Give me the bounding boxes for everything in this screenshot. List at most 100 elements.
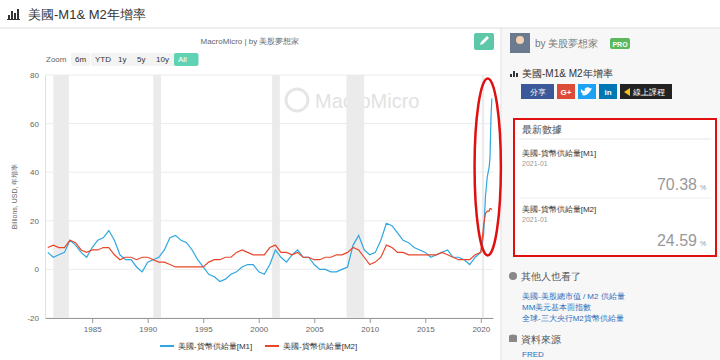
edit-button-bg[interactable]: [474, 33, 494, 50]
series-line: [48, 98, 492, 281]
share-button-bg[interactable]: [557, 84, 575, 99]
y-tick-label: 20: [30, 217, 39, 226]
zoom-button-bg[interactable]: [152, 53, 177, 66]
sidebar-chart-title: 美國-M1& M2年增率: [522, 68, 613, 79]
x-tick-mark: [259, 318, 260, 323]
latest-name: 美國-貨幣供給量[M2]: [522, 205, 596, 214]
series-line: [48, 209, 492, 267]
legend-swatch[interactable]: [265, 345, 279, 347]
x-tick-label: 2000: [250, 325, 268, 334]
zoom-button-bg[interactable]: [71, 53, 90, 66]
latest-name: 美國-貨幣供給量[M1]: [522, 149, 596, 158]
plot-area: [48, 75, 492, 318]
y-tick: 60: [30, 120, 45, 129]
header-border: [0, 28, 720, 29]
zoom-button[interactable]: 5y: [133, 53, 152, 66]
related-link[interactable]: 美國-美股總市值 / M2 供給量: [522, 292, 625, 301]
related-link[interactable]: MM美元基本面指數: [522, 303, 591, 312]
share-label[interactable]: 分享: [530, 88, 546, 97]
zoom-button[interactable]: 10y: [152, 53, 177, 66]
badge-bg: [610, 38, 630, 49]
zoom-button-label[interactable]: 5y: [137, 55, 145, 64]
share-button[interactable]: in: [599, 84, 617, 99]
share-button[interactable]: 線上課程: [620, 84, 672, 99]
sidebar: by 美股夢想家PRO美國-M1& M2年增率分享G+in線上課程最新數據美國-…: [509, 33, 716, 359]
share-button[interactable]: [578, 84, 596, 99]
zoom-button-bg[interactable]: [174, 53, 199, 66]
chart-icon: [510, 74, 512, 77]
latest-date: 2021-01: [522, 160, 548, 167]
share-button-bg[interactable]: [599, 84, 617, 99]
header-icon: [7, 19, 20, 20]
y-tick-label: 80: [30, 71, 39, 80]
y-tick-label: -20: [27, 314, 39, 323]
source-link[interactable]: FRED: [522, 350, 544, 359]
latest-value: 24.59: [657, 232, 697, 249]
share-button-bg[interactable]: [521, 84, 554, 99]
latest-value: 70.38: [657, 176, 697, 193]
source-icon: [509, 336, 517, 342]
x-tick-label: 2020: [472, 325, 490, 334]
chart: MacroMicro | by 美股夢想家 Zoom 6m YTD 1y 5y 10y All…: [11, 33, 501, 351]
x-axis-line: [46, 318, 494, 319]
share-label[interactable]: 線上課程: [632, 88, 665, 97]
x-tick: 1985: [84, 318, 102, 334]
source-title: 資料來源: [521, 334, 561, 345]
legend-label[interactable]: 美國-貨幣供給量[M2]: [283, 342, 357, 351]
page-title: 美國-M1& M2年增率: [28, 7, 146, 22]
y-axis: -20020406080: [27, 71, 45, 323]
share-button[interactable]: G+: [557, 84, 575, 99]
y-tick-label: 0: [35, 265, 40, 274]
header-icon: [11, 11, 13, 19]
x-tick-mark: [203, 318, 204, 323]
zoom-button[interactable]: 1y: [114, 53, 133, 66]
course-icon[interactable]: [624, 88, 630, 96]
share-button[interactable]: 分享: [521, 84, 554, 99]
latest-box: [514, 119, 716, 256]
zoom-button[interactable]: 6m: [71, 53, 90, 66]
zoom-button-bg[interactable]: [114, 53, 133, 66]
share-label[interactable]: in: [604, 88, 611, 97]
chart-title: MacroMicro | by 美股夢想家: [201, 37, 300, 46]
zoom-button-label[interactable]: 10y: [156, 55, 169, 64]
zoom-button-label[interactable]: YTD: [95, 55, 111, 64]
zoom-button[interactable]: YTD: [91, 53, 116, 66]
edit-button[interactable]: [474, 33, 494, 50]
zoom-button-label[interactable]: All: [178, 55, 187, 64]
share-label[interactable]: G+: [561, 88, 572, 97]
x-tick-mark: [314, 318, 315, 323]
legend-item[interactable]: 美國-貨幣供給量[M1]: [160, 342, 252, 351]
edit-icon[interactable]: [480, 36, 489, 45]
legend-item[interactable]: 美國-貨幣供給量[M2]: [265, 342, 357, 351]
header-icon: [14, 13, 16, 19]
twitter-icon[interactable]: [581, 87, 592, 95]
grid-line: [45, 172, 493, 173]
x-tick-label: 1990: [139, 325, 157, 334]
shaded-period: [482, 75, 484, 318]
grid-line: [45, 220, 493, 221]
latest-title: 最新數據: [522, 124, 562, 135]
x-tick-mark: [425, 318, 426, 323]
x-tick: 2000: [250, 318, 268, 334]
zoom-button[interactable]: All: [174, 53, 199, 66]
y-tick-label: 60: [30, 120, 39, 129]
x-tick-label: 2010: [361, 325, 379, 334]
legend-swatch[interactable]: [160, 345, 174, 347]
x-tick-label: 1995: [195, 325, 213, 334]
x-tick: 2005: [306, 318, 324, 334]
share-button-bg[interactable]: [620, 84, 672, 99]
y-axis-title: Billions, USD, 年增率: [11, 164, 18, 230]
x-tick-mark: [370, 318, 371, 323]
latest-unit: %: [700, 240, 706, 247]
y-tick: 80: [30, 71, 45, 80]
zoom-button-bg[interactable]: [133, 53, 152, 66]
related-link[interactable]: 全球-三大央行M2貨幣供給量: [522, 314, 624, 323]
zoom-button-bg[interactable]: [91, 53, 116, 66]
zoom-button-label[interactable]: 6m: [75, 55, 86, 64]
legend-label[interactable]: 美國-貨幣供給量[M1]: [178, 342, 252, 351]
share-button-bg[interactable]: [578, 84, 596, 99]
y-axis-line: [45, 76, 46, 319]
zoom-label: Zoom: [46, 55, 67, 64]
zoom-button-label[interactable]: 1y: [118, 55, 126, 64]
header-icon: [8, 15, 10, 19]
